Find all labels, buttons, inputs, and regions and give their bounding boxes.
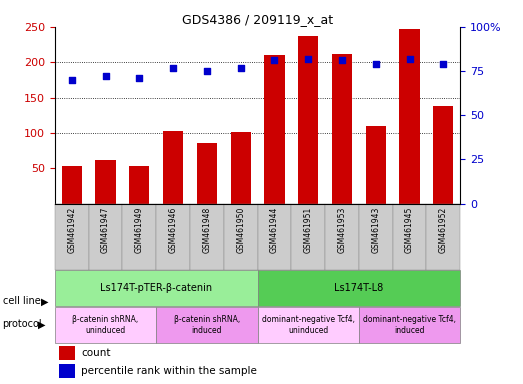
Text: GSM461951: GSM461951 bbox=[304, 207, 313, 253]
Bar bbox=[197, 143, 217, 204]
Point bbox=[203, 68, 211, 74]
Bar bbox=[366, 126, 386, 204]
Bar bbox=[163, 131, 183, 204]
Text: GSM461949: GSM461949 bbox=[135, 207, 144, 253]
Text: ▶: ▶ bbox=[41, 296, 48, 306]
Point bbox=[405, 56, 414, 62]
Bar bbox=[59, 346, 75, 360]
Text: dominant-negative Tcf4,
uninduced: dominant-negative Tcf4, uninduced bbox=[262, 315, 355, 335]
Point bbox=[67, 77, 76, 83]
Text: β-catenin shRNA,
induced: β-catenin shRNA, induced bbox=[174, 315, 240, 335]
Text: count: count bbox=[81, 348, 111, 358]
Bar bbox=[190, 204, 224, 270]
Bar bbox=[359, 204, 393, 270]
Bar bbox=[62, 166, 82, 204]
Text: GSM461946: GSM461946 bbox=[168, 207, 178, 253]
Bar bbox=[400, 29, 419, 204]
Text: dominant-negative Tcf4,
induced: dominant-negative Tcf4, induced bbox=[363, 315, 456, 335]
Point bbox=[135, 75, 143, 81]
Text: β-catenin shRNA,
uninduced: β-catenin shRNA, uninduced bbox=[73, 315, 139, 335]
Bar bbox=[231, 132, 251, 204]
Title: GDS4386 / 209119_x_at: GDS4386 / 209119_x_at bbox=[182, 13, 333, 26]
Bar bbox=[224, 204, 257, 270]
Point bbox=[338, 57, 346, 63]
Bar bbox=[59, 364, 75, 378]
Bar bbox=[426, 204, 460, 270]
Text: protocol: protocol bbox=[3, 319, 42, 329]
Text: GSM461942: GSM461942 bbox=[67, 207, 76, 253]
Bar bbox=[95, 160, 116, 204]
Text: GSM461945: GSM461945 bbox=[405, 207, 414, 253]
Bar bbox=[298, 36, 319, 204]
Bar bbox=[393, 204, 426, 270]
Bar bbox=[433, 106, 453, 204]
Text: ▶: ▶ bbox=[38, 319, 45, 329]
Point bbox=[304, 56, 312, 62]
Text: GSM461948: GSM461948 bbox=[202, 207, 211, 253]
Bar bbox=[156, 307, 257, 343]
Point bbox=[101, 73, 110, 79]
Point bbox=[169, 65, 177, 71]
Bar bbox=[332, 55, 352, 204]
Bar bbox=[264, 55, 285, 204]
Text: GSM461947: GSM461947 bbox=[101, 207, 110, 253]
Bar bbox=[129, 166, 150, 204]
Bar bbox=[257, 307, 359, 343]
Text: GSM461953: GSM461953 bbox=[337, 207, 347, 253]
Text: percentile rank within the sample: percentile rank within the sample bbox=[81, 366, 257, 376]
Bar bbox=[55, 270, 257, 306]
Bar bbox=[156, 204, 190, 270]
Bar bbox=[122, 204, 156, 270]
Text: GSM461950: GSM461950 bbox=[236, 207, 245, 253]
Bar bbox=[55, 307, 156, 343]
Point bbox=[236, 65, 245, 71]
Text: cell line: cell line bbox=[3, 296, 40, 306]
Text: GSM461952: GSM461952 bbox=[439, 207, 448, 253]
Bar bbox=[257, 270, 460, 306]
Text: Ls174T-L8: Ls174T-L8 bbox=[334, 283, 383, 293]
Point bbox=[270, 57, 279, 63]
Text: Ls174T-pTER-β-catenin: Ls174T-pTER-β-catenin bbox=[100, 283, 212, 293]
Point bbox=[439, 61, 448, 67]
Text: GSM461943: GSM461943 bbox=[371, 207, 380, 253]
Bar bbox=[325, 204, 359, 270]
Bar bbox=[291, 204, 325, 270]
Bar bbox=[89, 204, 122, 270]
Bar bbox=[55, 204, 89, 270]
Text: GSM461944: GSM461944 bbox=[270, 207, 279, 253]
Point bbox=[372, 61, 380, 67]
Bar bbox=[359, 307, 460, 343]
Bar bbox=[257, 204, 291, 270]
